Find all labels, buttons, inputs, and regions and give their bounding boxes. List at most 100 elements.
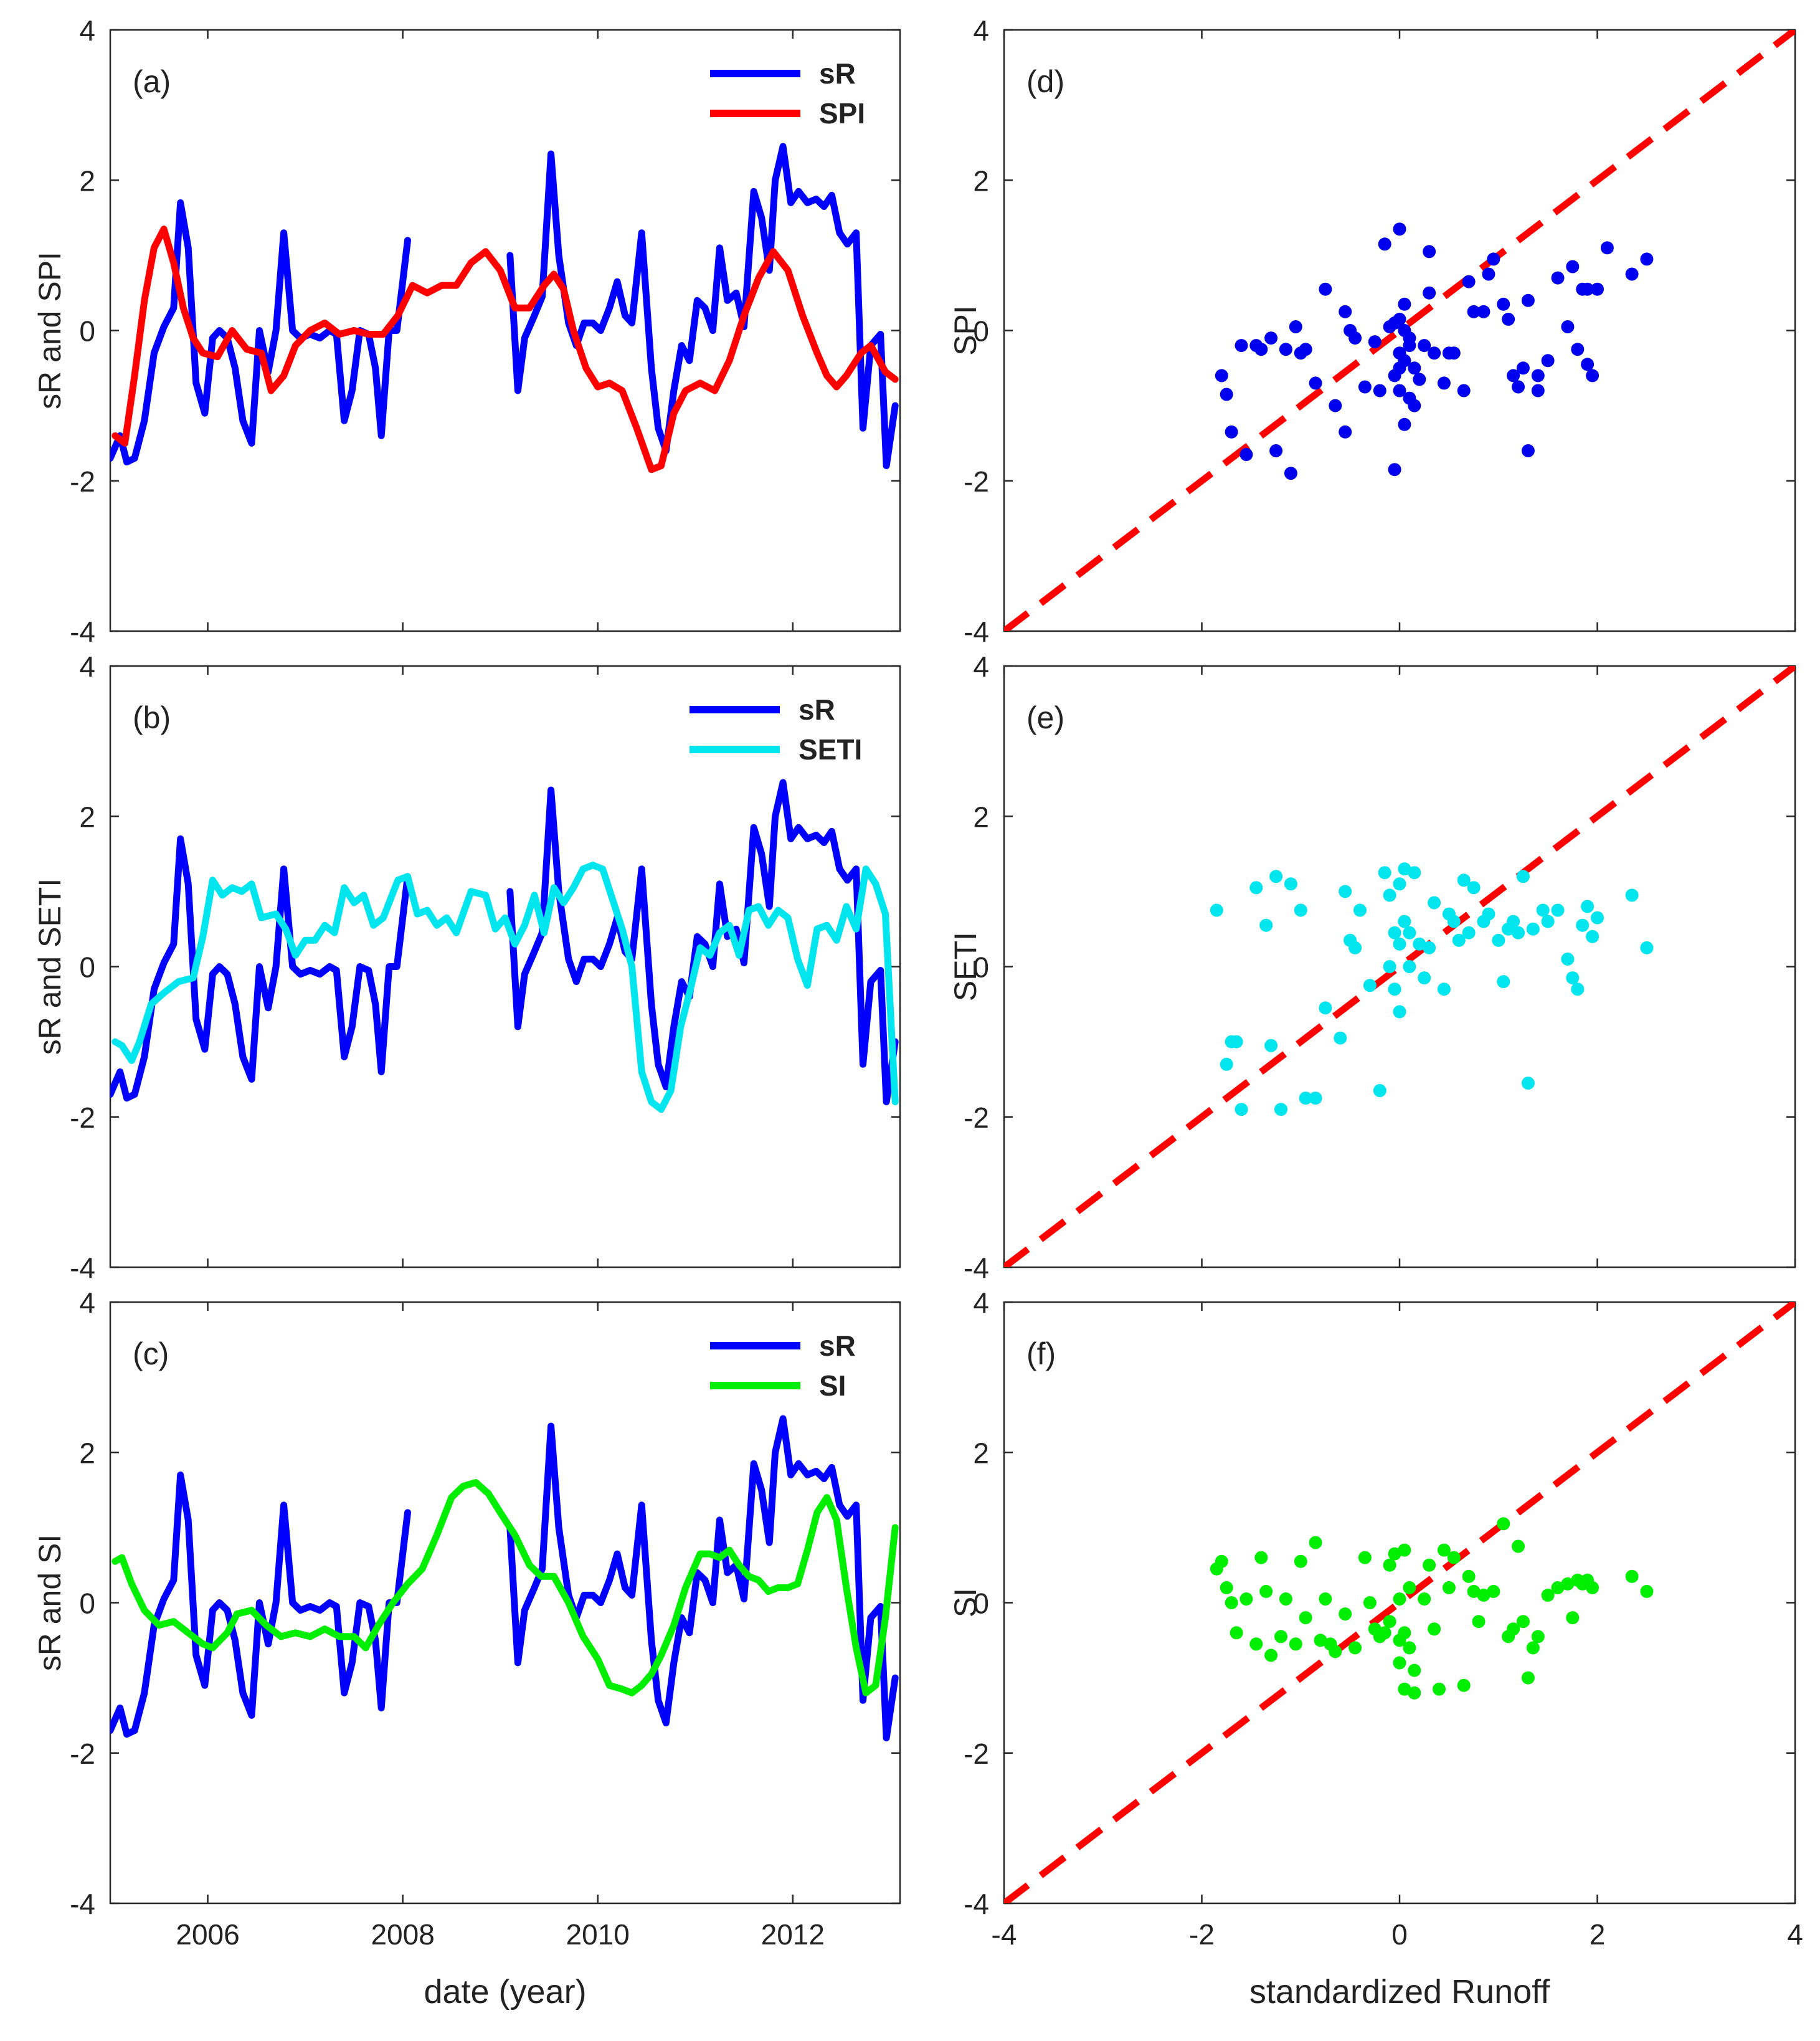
panel-a-line-spi-seg0 xyxy=(111,226,899,473)
panel-f-ytick-label: 2 xyxy=(973,1437,989,1469)
panel-f-plot-area xyxy=(1004,1302,1795,1903)
panel-f-point xyxy=(1279,1592,1292,1606)
panel-f-point xyxy=(1408,1686,1421,1700)
panel-e-ytick-label: -2 xyxy=(964,1101,989,1134)
panel-f-point xyxy=(1462,1569,1476,1583)
panel-d-point xyxy=(1566,260,1580,274)
panel-e-point xyxy=(1640,941,1654,954)
panel-e-point xyxy=(1447,915,1461,928)
panel-e-point xyxy=(1482,907,1495,921)
panel-f-xtick-label: 0 xyxy=(1391,1918,1408,1951)
panel-f-point xyxy=(1383,1558,1396,1572)
panel-f-point xyxy=(1640,1584,1654,1598)
panel-d-point xyxy=(1398,354,1411,368)
panel-d-point xyxy=(1512,380,1525,394)
panel-e: 4 2 0 -2 -4 SETI (e) xyxy=(948,650,1796,1284)
panel-d-point xyxy=(1502,312,1515,326)
panel-e-ytick-label: -4 xyxy=(964,1252,989,1284)
panel-e-point xyxy=(1452,933,1466,947)
panel-c-ytick-label: 4 xyxy=(79,1287,95,1319)
panel-c-ytick-label: 2 xyxy=(79,1437,95,1469)
panel-d-point xyxy=(1625,267,1639,281)
panel-d-point xyxy=(1487,252,1500,266)
panel-e-point xyxy=(1388,926,1401,940)
panels: 4 2 0 -2 -4 sR and SPI (a) sR SPI 4 2 0 -2 -4 sR and S… xyxy=(32,14,1803,2010)
panel-d: 4 2 0 -2 -4 SPI (d) xyxy=(948,14,1796,648)
panel-c-xtick-label: 2008 xyxy=(371,1918,434,1951)
panel-f-xlabel: standardized Runoff xyxy=(1249,1973,1550,2010)
panel-d-point xyxy=(1289,320,1302,333)
panel-a-ytick-label: 4 xyxy=(79,14,95,47)
panel-e-point xyxy=(1378,866,1391,880)
panel-e-point xyxy=(1541,915,1555,928)
panel-e-point xyxy=(1220,1057,1233,1071)
panel-c-plot-area xyxy=(110,1415,899,1742)
panel-d-ytick-label: -2 xyxy=(964,465,989,498)
panel-e-ytick-label: 2 xyxy=(973,801,989,833)
panel-e-point xyxy=(1383,888,1396,902)
panel-f-point xyxy=(1215,1554,1228,1568)
panel-a: 4 2 0 -2 -4 sR and SPI (a) sR SPI xyxy=(32,14,901,648)
panel-d-point xyxy=(1388,463,1401,477)
panel-d-point xyxy=(1418,339,1431,353)
panel-d-point xyxy=(1507,369,1520,383)
panel-f-point xyxy=(1541,1588,1555,1602)
panel-d-point xyxy=(1521,293,1535,307)
panel-e-point xyxy=(1437,982,1451,996)
panel-e-ylabel: SETI xyxy=(948,932,983,1001)
panel-f-point xyxy=(1393,1656,1406,1670)
panel-d-point xyxy=(1561,320,1575,333)
panel-e-point xyxy=(1249,881,1263,895)
panel-d-point xyxy=(1393,384,1406,397)
panel-d-ytick-label: -4 xyxy=(964,616,989,648)
panel-f-point xyxy=(1339,1607,1352,1621)
panel-d-point xyxy=(1581,358,1595,371)
panel-e-point xyxy=(1259,918,1273,932)
panel-e-point xyxy=(1373,1084,1386,1097)
panel-d-point xyxy=(1220,388,1233,401)
panel-f-point xyxy=(1383,1615,1396,1629)
panel-f-point xyxy=(1625,1569,1639,1583)
panel-d-point xyxy=(1497,297,1510,311)
panel-f-point xyxy=(1467,1584,1481,1598)
panel-f-point xyxy=(1309,1536,1322,1549)
panel-e-point xyxy=(1536,903,1550,917)
panel-e-point xyxy=(1413,937,1426,951)
panel-f-point xyxy=(1566,1611,1580,1625)
panel-d-point xyxy=(1428,346,1441,360)
panel-e-point xyxy=(1423,941,1436,954)
panel-e-point xyxy=(1591,911,1604,925)
panel-d-point xyxy=(1423,286,1436,300)
panel-b-legend-label-sr: sR xyxy=(799,693,835,726)
panel-d-point xyxy=(1309,376,1322,390)
panel-d-point xyxy=(1393,312,1406,326)
panel-e-point xyxy=(1299,1092,1312,1105)
panel-b-line-seti-seg0 xyxy=(111,862,899,1113)
panel-e-letter: (e) xyxy=(1026,700,1064,735)
panel-c-legend-label-sr: sR xyxy=(819,1330,856,1362)
panel-c-ytick-label: -4 xyxy=(70,1888,95,1920)
panel-a-ylabel: sR and SPI xyxy=(32,252,67,409)
panel-c-xtick-label: 2010 xyxy=(566,1918,630,1951)
panel-e-point xyxy=(1571,982,1585,996)
panel-d-point xyxy=(1437,376,1451,390)
panel-d-point xyxy=(1299,343,1312,356)
panel-f-point xyxy=(1526,1641,1540,1655)
panel-d-point xyxy=(1403,339,1416,353)
panel-f-letter: (f) xyxy=(1026,1336,1056,1371)
panel-e-point xyxy=(1521,1077,1535,1090)
panel-f-point xyxy=(1220,1581,1233,1594)
panel-e-point xyxy=(1393,937,1406,951)
panel-c-xlabel: date (year) xyxy=(424,1973,586,2010)
panel-f-point xyxy=(1437,1543,1451,1557)
panel-f-point xyxy=(1294,1554,1307,1568)
panel-d-point xyxy=(1482,267,1495,281)
panel-d-point xyxy=(1581,282,1595,296)
panel-f-point xyxy=(1289,1637,1302,1651)
panel-e-ytick-label: 4 xyxy=(973,650,989,683)
panel-d-point xyxy=(1225,425,1238,439)
panel-e-point xyxy=(1408,866,1421,880)
panel-a-letter: (a) xyxy=(133,64,171,99)
panel-e-point xyxy=(1348,941,1362,954)
